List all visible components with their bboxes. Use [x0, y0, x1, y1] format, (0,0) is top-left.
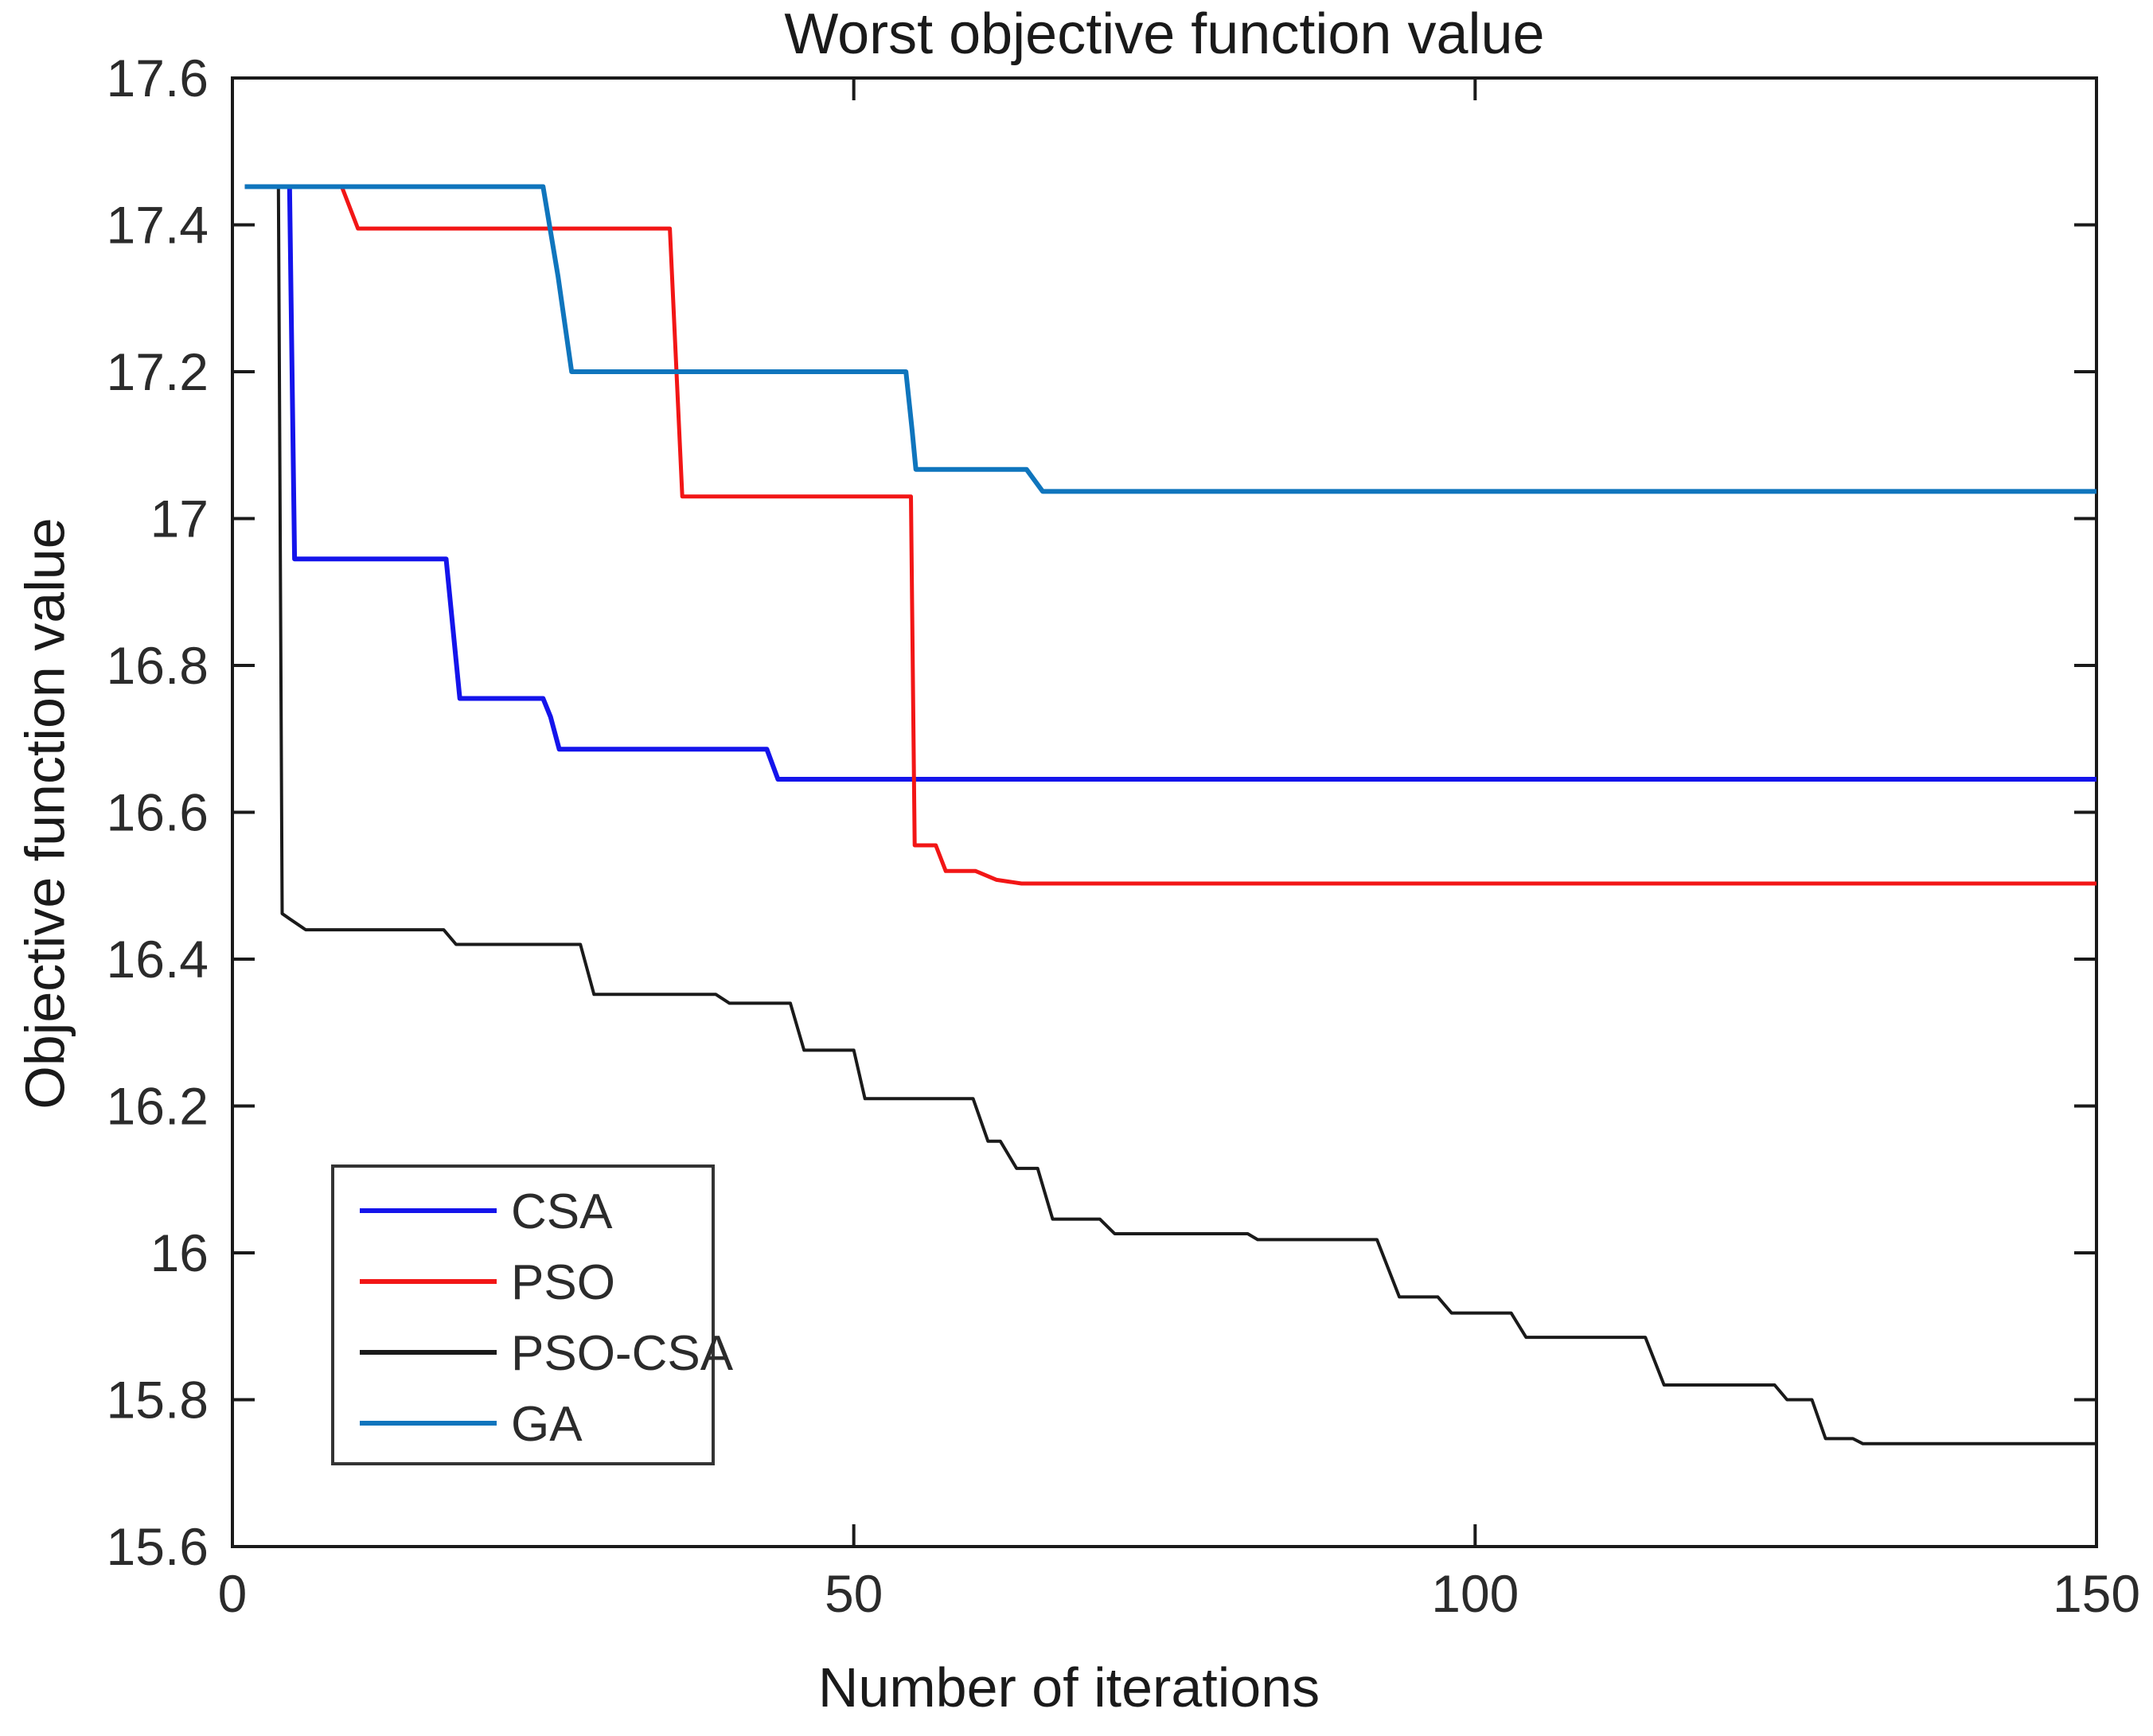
y-tick-label: 15.6	[107, 1517, 209, 1576]
y-tick-label: 17.6	[107, 49, 209, 107]
x-axis-label: Number of iterations	[817, 1656, 1320, 1718]
series-line-CSA	[244, 184, 2096, 782]
y-tick-label: 17.2	[107, 342, 209, 401]
x-tick-label: 50	[825, 1564, 883, 1623]
x-tick-label: 150	[2053, 1564, 2140, 1623]
y-tick-label: 17	[150, 490, 209, 548]
y-tick-label: 16.6	[107, 783, 209, 842]
y-tick-label: 16	[150, 1223, 209, 1282]
legend-label-GA: GA	[511, 1397, 583, 1452]
series-line-PSO-CSA	[244, 185, 2096, 1445]
x-tick-label: 100	[1431, 1564, 1519, 1623]
legend-box	[331, 1164, 715, 1465]
y-tick-label: 16.4	[107, 930, 209, 989]
y-tick-label: 16.2	[107, 1077, 209, 1136]
legend-label-PSO-CSA: PSO-CSA	[511, 1326, 734, 1381]
y-axis-label: Objective function value	[14, 517, 76, 1110]
x-tick-label: 0	[218, 1564, 248, 1623]
legend-label-CSA: CSA	[511, 1184, 613, 1239]
chart-title: Worst objective function value	[784, 2, 1545, 66]
series-line-PSO	[244, 185, 2096, 886]
y-tick-label: 15.8	[107, 1371, 209, 1430]
series-line-GA	[244, 184, 2096, 494]
legend-label-PSO: PSO	[511, 1255, 615, 1310]
y-tick-label: 17.4	[107, 196, 209, 255]
y-tick-label: 16.8	[107, 636, 209, 695]
